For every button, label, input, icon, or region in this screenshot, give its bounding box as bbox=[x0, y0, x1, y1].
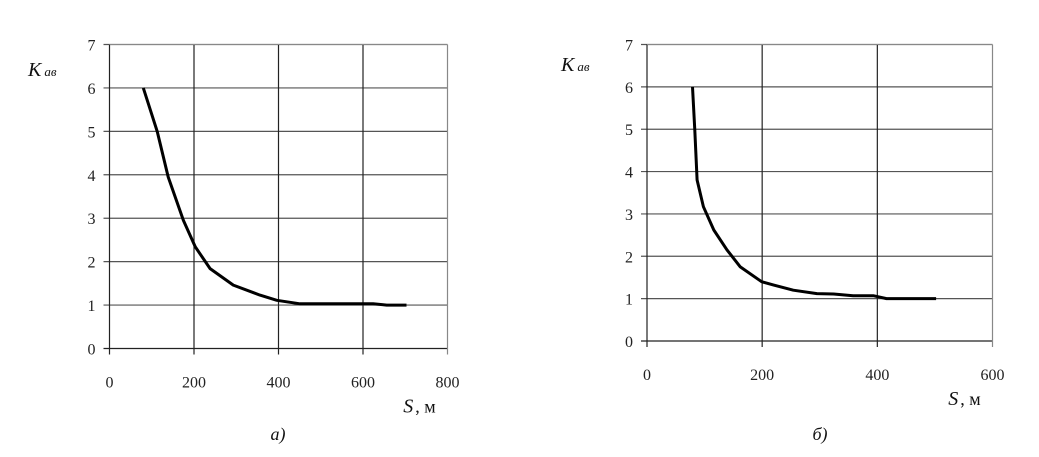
x-axis-label-main: S bbox=[948, 388, 958, 410]
x-tick-label: 200 bbox=[182, 375, 206, 392]
y-tick-label: 7 bbox=[625, 38, 633, 55]
y-axis-label-subscript: ав bbox=[44, 64, 57, 79]
y-tick-label: 4 bbox=[88, 168, 96, 185]
y-axis-label-main: K bbox=[27, 59, 43, 81]
x-tick-label: 600 bbox=[981, 367, 1005, 384]
x-axis-label-main: S bbox=[403, 396, 413, 418]
x-axis-label: S, м bbox=[403, 396, 435, 418]
chart-panel-1: 0 1 2 3 4 5 6 7 0 200 400 600 K ав S, м б) bbox=[560, 38, 1005, 446]
y-tick-label: 2 bbox=[88, 255, 96, 272]
y-tick-label: 4 bbox=[625, 165, 633, 182]
x-tick-label: 600 bbox=[351, 375, 375, 392]
y-tick-label: 2 bbox=[625, 249, 633, 266]
y-tick-label: 3 bbox=[625, 207, 633, 224]
data-line bbox=[141, 87, 407, 307]
y-tick-label: 1 bbox=[625, 292, 633, 309]
y-tick-label: 3 bbox=[88, 211, 96, 228]
chart-panel-0: 0 1 2 3 4 5 6 7 0 200 400 600 800 K ав S, м а) bbox=[27, 38, 460, 446]
y-axis-label-main: K bbox=[560, 54, 576, 76]
y-tick-label: 5 bbox=[88, 124, 96, 141]
y-tick-label: 7 bbox=[88, 38, 96, 55]
data-line bbox=[691, 86, 937, 301]
x-tick-label: 800 bbox=[436, 375, 460, 392]
x-axis-unit: , м bbox=[415, 397, 435, 417]
x-axis-unit: , м bbox=[960, 389, 980, 409]
x-tick-label: 400 bbox=[865, 367, 889, 384]
y-tick-label: 5 bbox=[625, 122, 633, 139]
y-tick-label: 0 bbox=[625, 334, 633, 351]
x-tick-label: 0 bbox=[106, 375, 114, 392]
y-tick-label: 1 bbox=[88, 298, 96, 315]
panel-caption: а) bbox=[271, 424, 286, 445]
x-tick-label: 0 bbox=[643, 367, 651, 384]
y-axis-label-subscript: ав bbox=[577, 59, 590, 74]
x-tick-label: 200 bbox=[750, 367, 774, 384]
panel-caption: б) bbox=[812, 424, 827, 445]
y-tick-label: 6 bbox=[88, 81, 96, 98]
y-tick-label: 6 bbox=[625, 80, 633, 97]
x-axis-label: S, м bbox=[948, 388, 980, 410]
x-tick-label: 400 bbox=[267, 375, 291, 392]
y-tick-label: 0 bbox=[88, 342, 96, 359]
